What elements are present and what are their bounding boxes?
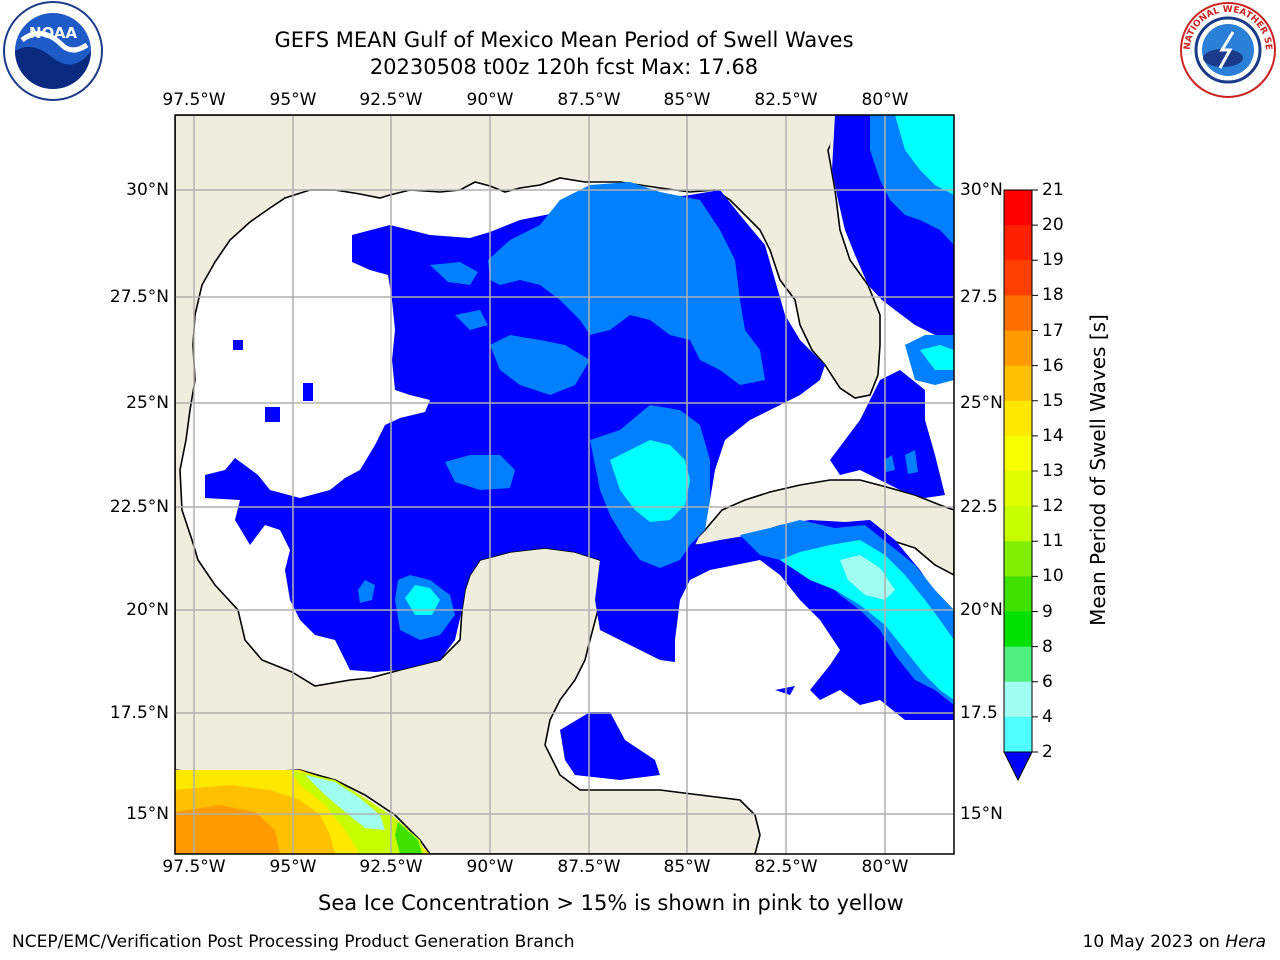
lon-label-bottom: 80°W xyxy=(861,857,909,877)
lon-label-bottom: 97.5°W xyxy=(162,857,226,877)
lon-label-bottom: 92.5°W xyxy=(359,857,423,877)
lat-label-left: 15°N xyxy=(126,804,169,824)
colorbar-tick-label: 18 xyxy=(1042,285,1064,306)
footer-date-text: 10 May 2023 on xyxy=(1082,932,1226,952)
colorbar-tick-label: 2 xyxy=(1042,742,1053,762)
lon-label-bottom: 85°W xyxy=(663,857,711,877)
colorbar-segment xyxy=(1004,541,1032,577)
footer-org: NCEP/EMC/Verification Post Processing Pr… xyxy=(12,932,575,952)
colorbar-segment xyxy=(1004,260,1032,296)
colorbar-segment xyxy=(1004,646,1032,683)
swell-field-6-8 xyxy=(405,115,954,700)
swell-field-2-4 xyxy=(205,115,954,780)
colorbar-segment xyxy=(1004,400,1032,437)
lat-label-right: 27.5 xyxy=(960,287,998,307)
colorbar-tick-label: 16 xyxy=(1042,355,1064,376)
colorbar-tick-label: 19 xyxy=(1042,250,1064,271)
lat-label-right: 25°N xyxy=(960,393,1003,413)
lon-label-top: 90°W xyxy=(466,90,514,110)
colorbar xyxy=(1003,189,1038,782)
colorbar-segment xyxy=(1004,365,1032,402)
lon-label-bottom: 82.5°W xyxy=(754,857,818,877)
sea-ice-note: Sea Ice Concentration > 15% is shown in … xyxy=(318,891,904,915)
colorbar-segment xyxy=(1004,435,1032,472)
colorbar-tick-label: 11 xyxy=(1042,531,1064,552)
lat-label-left: 30°N xyxy=(126,180,169,200)
footer-date: 10 May 2023 on Hera xyxy=(1083,932,1267,952)
colorbar-segment xyxy=(1004,225,1032,261)
lat-label-right: 15°N xyxy=(960,804,1003,824)
nws-logo: NATIONAL WEATHER SERVICE xyxy=(1178,0,1276,98)
lon-label-top: 95°W xyxy=(269,90,317,110)
lat-label-left: 20°N xyxy=(126,600,169,620)
colorbar-tick-label: 20 xyxy=(1042,215,1064,236)
colorbar-tick-label: 14 xyxy=(1042,425,1064,446)
swell-field-8-9 xyxy=(840,555,895,600)
chart-subtitle-run: 20230508 t00z 120h fcst Max: 17.68 xyxy=(369,55,759,79)
svg-text:NOAA: NOAA xyxy=(29,24,78,42)
lon-label-top: 92.5°W xyxy=(359,90,423,110)
colorbar-tick-label: 8 xyxy=(1042,636,1053,657)
colorbar-segment xyxy=(1004,506,1032,542)
lat-label-right: 17.5 xyxy=(960,703,998,723)
chart-title: GEFS MEAN Gulf of Mexico Mean Period of … xyxy=(274,28,854,52)
colorbar-tick-label: 4 xyxy=(1042,706,1053,727)
colorbar-tick-label: 12 xyxy=(1042,496,1064,517)
lat-label-left: 22.5°N xyxy=(109,497,169,517)
lat-label-right: 20°N xyxy=(960,600,1003,620)
map-frame xyxy=(174,114,955,855)
colorbar-tick-label: 10 xyxy=(1042,566,1064,587)
noaa-logo: NOAA xyxy=(3,1,103,101)
footer-host: Hera xyxy=(1225,932,1266,952)
colorbar-tick-label: 6 xyxy=(1042,671,1053,692)
colorbar-tick-label: 21 xyxy=(1042,180,1064,200)
colorbar-title: Mean Period of Swell Waves [s] xyxy=(1086,314,1110,626)
colorbar-segment xyxy=(1004,611,1032,648)
swell-field-4-6 xyxy=(358,115,954,705)
colorbar-tick-label: 13 xyxy=(1042,461,1064,481)
lon-label-top: 82.5°W xyxy=(754,90,818,110)
colorbar-tick-label: 9 xyxy=(1042,601,1053,622)
lat-label-right: 30°N xyxy=(960,180,1003,200)
lon-label-top: 87.5°W xyxy=(557,90,621,110)
lon-label-top: 97.5°W xyxy=(162,90,226,110)
colorbar-segment xyxy=(1004,681,1032,718)
lat-label-right: 22.5 xyxy=(960,497,998,517)
lat-label-left: 25°N xyxy=(126,393,169,413)
lat-label-left: 17.5°N xyxy=(109,703,169,723)
lon-label-top: 80°W xyxy=(861,90,909,110)
colorbar-segment xyxy=(1004,330,1032,367)
lon-label-bottom: 90°W xyxy=(466,857,514,877)
lon-label-bottom: 95°W xyxy=(269,857,317,877)
lat-label-left: 27.5°N xyxy=(109,287,169,307)
colorbar-extend-arrow xyxy=(1003,751,1033,782)
colorbar-segment xyxy=(1004,295,1032,331)
colorbar-segment xyxy=(1004,716,1032,753)
colorbar-tick-label: 15 xyxy=(1042,390,1064,411)
colorbar-segment xyxy=(1004,576,1032,612)
colorbar-tick-label: 17 xyxy=(1042,320,1064,341)
colorbar-segment xyxy=(1004,190,1032,226)
lon-label-bottom: 87.5°W xyxy=(557,857,621,877)
colorbar-segment xyxy=(1004,471,1032,507)
lon-label-top: 85°W xyxy=(663,90,711,110)
graticule xyxy=(175,115,954,854)
